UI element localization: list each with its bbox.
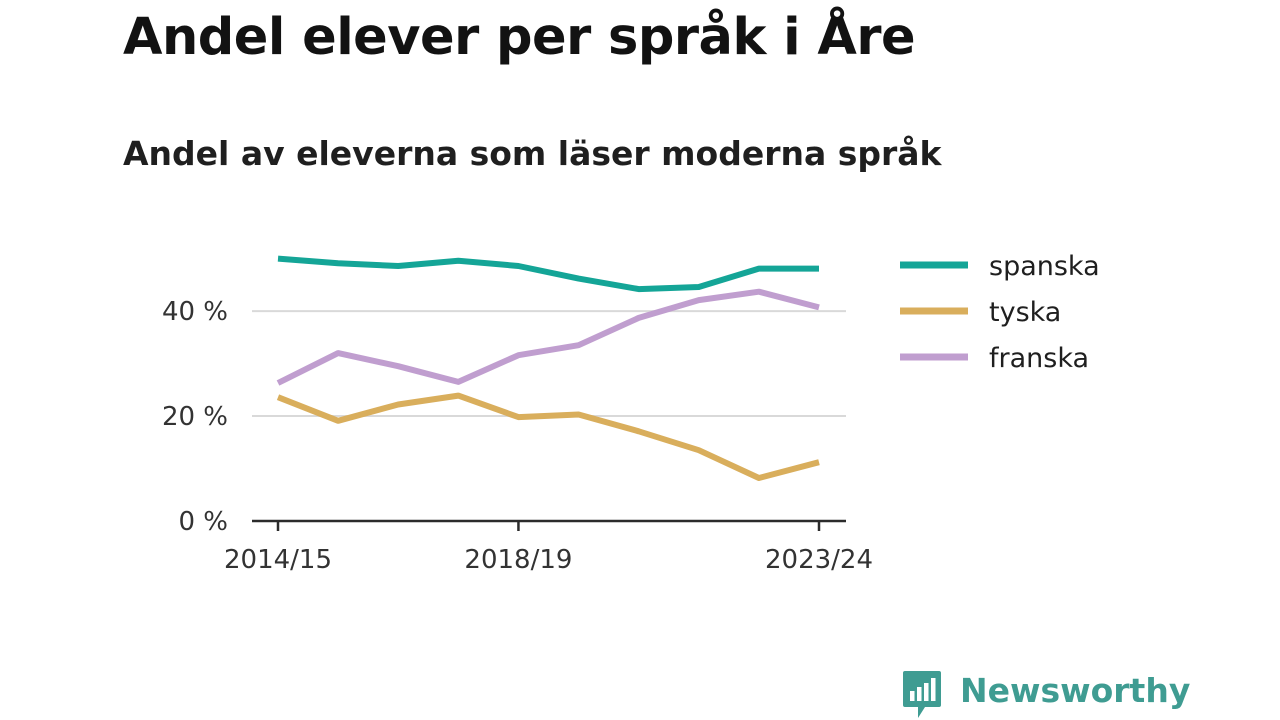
- x-axis: 2014/15 2018/19 2023/24: [224, 519, 873, 575]
- legend-label-spanska: spanska: [989, 251, 1100, 282]
- brand-name: Newsworthy: [960, 671, 1191, 710]
- x-tick-label: 2018/19: [464, 545, 572, 575]
- x-tick-label: 2014/15: [224, 545, 332, 575]
- chart-title: Andel elever per språk i Åre: [123, 8, 916, 67]
- y-tick-label: 0 %: [178, 507, 228, 537]
- series-line-franska: [276, 288, 820, 386]
- series-lines: [276, 255, 820, 481]
- series-line-tyska: [276, 392, 820, 481]
- series-line-spanska: [277, 255, 819, 293]
- x-tick-label: 2023/24: [765, 545, 873, 575]
- legend: spanska tyska franska: [900, 251, 1100, 374]
- y-axis-tick-labels: 0 % 20 % 40 %: [162, 297, 228, 537]
- y-tick-label: 20 %: [162, 402, 228, 432]
- legend-label-tyska: tyska: [989, 297, 1061, 328]
- legend-label-franska: franska: [989, 343, 1089, 374]
- y-tick-label: 40 %: [162, 297, 228, 327]
- gridlines: [252, 310, 846, 418]
- chart-subtitle: Andel av eleverna som läser moderna språ…: [123, 134, 942, 173]
- newsworthy-logo: Newsworthy: [902, 670, 1190, 720]
- bar-chart-speech-bubble-icon: [903, 671, 941, 718]
